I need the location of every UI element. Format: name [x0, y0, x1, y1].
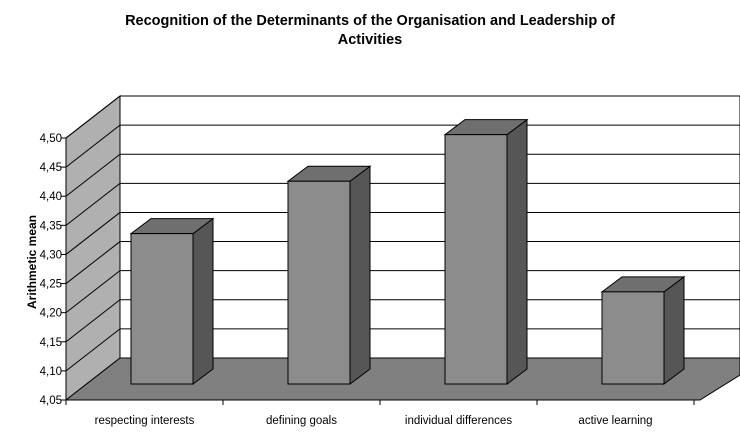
y-tick-label: 4,05	[40, 395, 62, 407]
x-category-label: defining goals	[266, 415, 337, 427]
y-axis-label: Arithmetic mean	[25, 215, 39, 309]
gridline-depth	[65, 241, 121, 284]
y-tick-label: 4,45	[40, 162, 62, 174]
bar	[287, 180, 351, 385]
gridline-depth	[65, 212, 121, 255]
gridline-depth	[65, 182, 121, 226]
gridline-depth	[65, 124, 121, 168]
bar	[130, 233, 194, 385]
gridline-depth	[65, 95, 121, 139]
chart-title-line-1: Recognition of the Determinants of the O…	[125, 13, 615, 29]
bar-side	[506, 118, 528, 385]
x-category-label: active learning	[578, 415, 652, 427]
gridline-depth	[65, 153, 121, 197]
bar	[601, 291, 665, 385]
x-category-label: respecting interests	[95, 415, 195, 427]
y-tick-label: 4,40	[40, 191, 62, 203]
bar-side	[192, 217, 214, 385]
chart-title: Recognition of the Determinants of the O…	[0, 12, 740, 50]
bar-side	[663, 275, 685, 385]
y-tick-label: 4,20	[40, 308, 62, 320]
y-tick-label: 4,25	[40, 279, 62, 291]
y-tick-label: 4,10	[40, 366, 62, 378]
bar-side	[349, 165, 371, 385]
gridline-depth	[65, 270, 121, 314]
y-tick-label: 4,15	[40, 337, 62, 349]
x-category-label: individual differences	[405, 415, 512, 427]
gridline-depth	[65, 299, 121, 343]
y-tick-label: 4,35	[40, 220, 62, 232]
y-tick-label: 4,50	[40, 133, 62, 145]
y-tick-label: 4,30	[40, 249, 62, 261]
gridline-depth	[65, 328, 121, 372]
chart-title-line-2: Activities	[337, 32, 403, 48]
bar	[444, 134, 508, 385]
